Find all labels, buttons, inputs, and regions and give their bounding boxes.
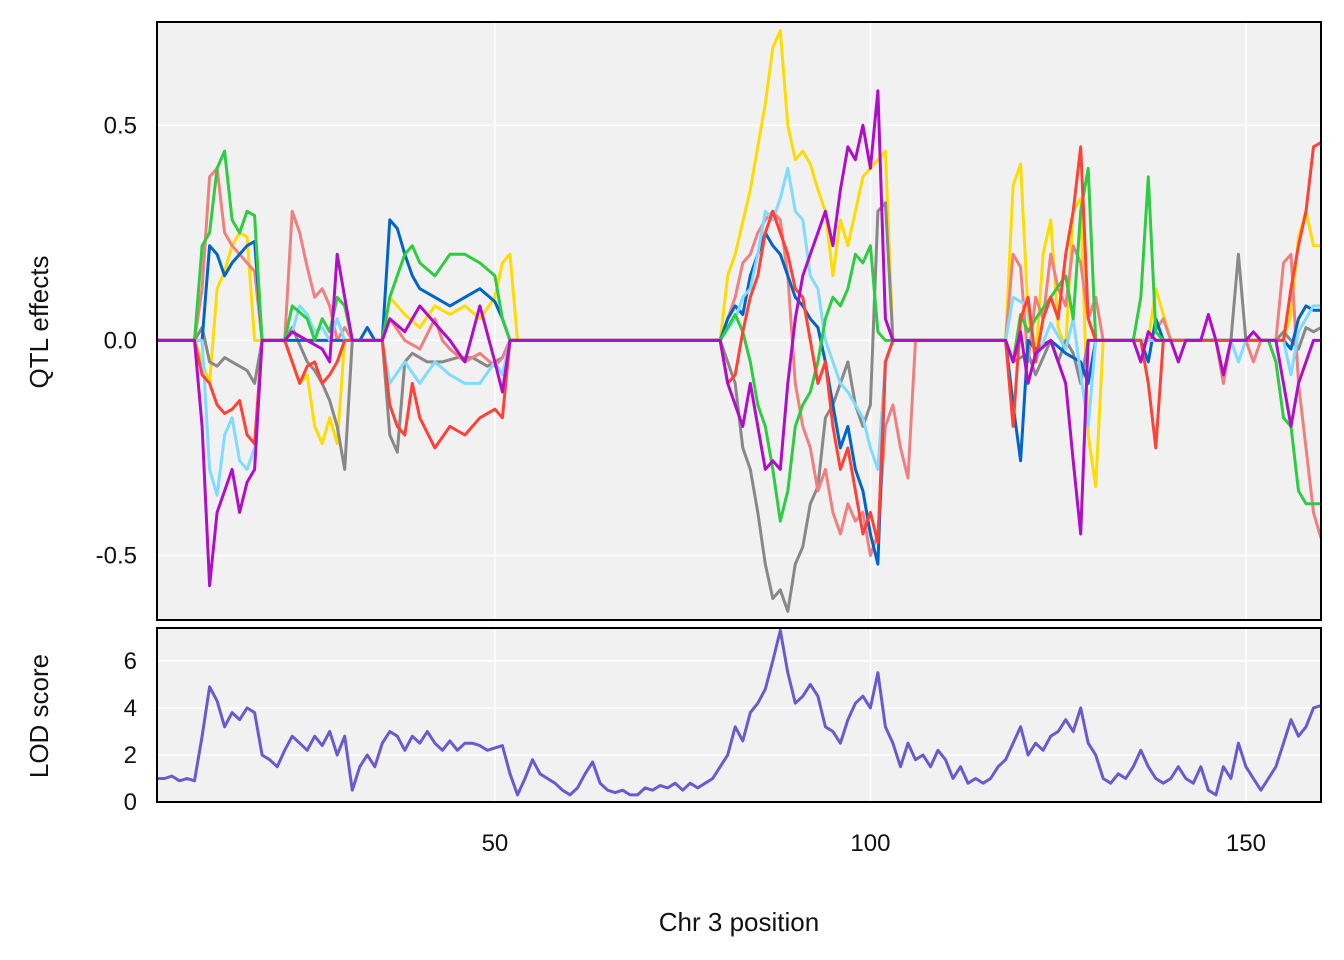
effects-y-tick-label: 0.5 [104,112,137,139]
effects-y-ticks: 0.5 0.0 -0.5 [96,112,137,569]
lod-y-tick-label: 2 [124,742,137,769]
x-tick-label: 100 [850,830,890,857]
effects-series-group [157,29,1323,613]
lod-y-tick-label: 6 [124,648,137,675]
effects-y-tick-label: 0.0 [104,327,137,354]
lod-panel-background [157,628,1321,802]
effects-y-axis-label: QTL effects [24,256,54,389]
lod-series-line-0 [157,628,1322,797]
x-tick-label: 50 [482,830,509,857]
effects-series-line-3 [157,218,1321,566]
lod-y-ticks: 6 4 2 0 [124,648,137,816]
effects-series-line-6 [157,141,1322,545]
x-axis-label: Chr 3 position [659,907,819,937]
effects-panel-border [156,21,1322,621]
lod-series-group [157,628,1322,797]
effects-y-tick-label: -0.5 [96,542,137,569]
effects-series-line-5 [157,149,1321,523]
lod-y-tick-label: 0 [124,789,137,816]
x-axis-ticks: 50 100 150 [482,830,1266,857]
lod-y-axis-label: LOD score [24,654,54,778]
lod-y-tick-label: 4 [124,695,137,722]
x-tick-label: 150 [1226,830,1266,857]
lod-panel-border [156,627,1322,803]
effects-series-line-7 [157,89,1321,588]
